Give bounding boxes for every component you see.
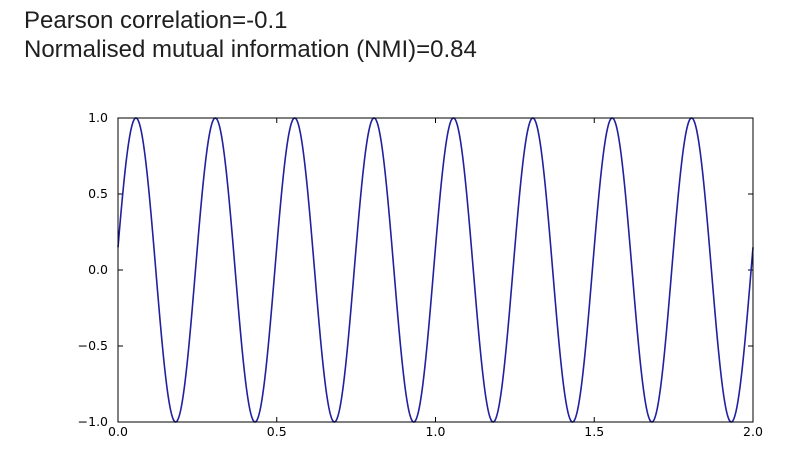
x-tick-label: 1.5	[584, 424, 604, 439]
y-tick-label: −1.0	[78, 414, 108, 429]
y-tick-label: 0.5	[88, 186, 108, 201]
x-tick-label: 0.0	[108, 424, 128, 439]
pearson-correlation-text: Pearson correlation=-0.1	[24, 7, 288, 34]
plot-frame	[117, 117, 754, 423]
x-tick-label: 2.0	[743, 424, 763, 439]
series-line	[117, 117, 754, 423]
y-tick-label: 1.0	[88, 110, 108, 125]
y-tick-label: 0.0	[88, 262, 108, 277]
x-tick-label: 0.5	[267, 424, 287, 439]
nmi-text: Normalised mutual information (NMI)=0.84	[24, 36, 477, 63]
x-tick-label: 1.0	[426, 424, 446, 439]
tick-layer: 0.0 0.5 1.0 1.5 2.0 1.0 0.5 0.0 −0.5 −1.0	[78, 110, 763, 439]
header-text: Pearson correlation=-0.1 Normalised mutu…	[24, 6, 477, 64]
y-tick-label: −0.5	[78, 338, 108, 353]
